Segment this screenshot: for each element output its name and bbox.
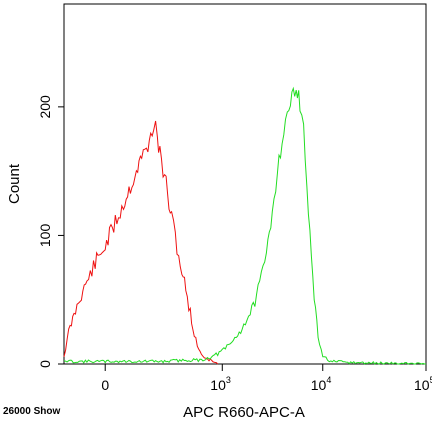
series-1-line [63,120,219,365]
x-axis: 0 103 104 105 [101,364,432,393]
x-tick-exponent: 5 [430,375,432,385]
y-axis: 0 100 200 [37,95,64,368]
y-tick-label: 0 [37,360,53,368]
series-layer [63,86,426,365]
plot-frame [63,3,427,365]
x-tick-label: 103 [210,375,231,393]
y-tick-label: 200 [37,95,53,119]
y-axis-title: Count [6,163,23,204]
x-tick-label: 104 [311,375,332,393]
x-tick-exponent: 3 [226,375,231,385]
x-axis-title: APC R660-APC-A [183,404,305,421]
series-2-line [63,86,426,365]
x-tick-label: 0 [101,377,109,393]
footnote: 26000 Show [3,406,60,417]
x-tick-exponent: 4 [326,375,331,385]
x-tick-label: 105 [414,375,432,393]
y-tick-label: 100 [37,224,53,248]
